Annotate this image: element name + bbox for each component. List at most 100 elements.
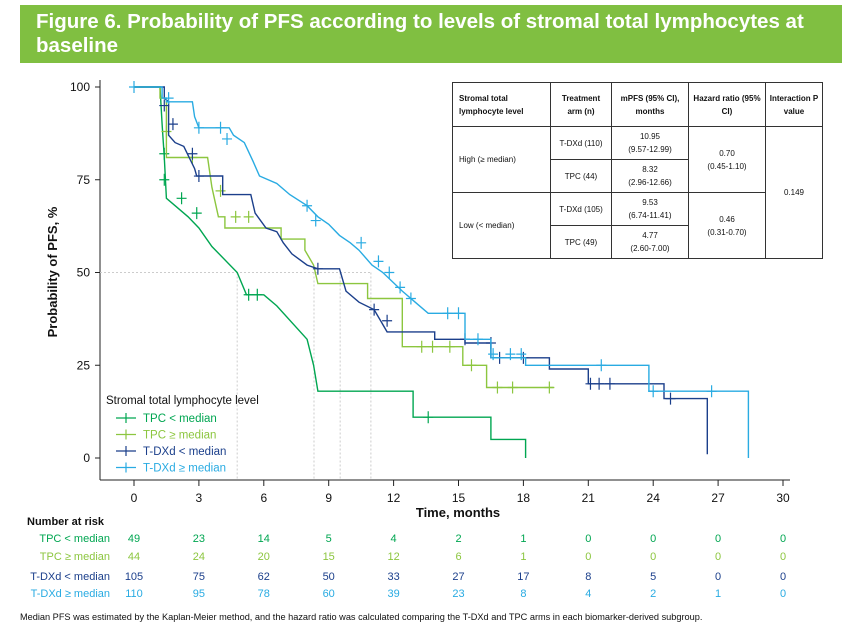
legend-label: T-DXd < median (143, 446, 226, 458)
censor-mark (230, 210, 241, 223)
risk-value: 0 (650, 533, 657, 545)
censor-mark (444, 340, 455, 353)
risk-value: 4 (585, 588, 592, 600)
series-0 (134, 86, 527, 458)
y-tick-label: 50 (77, 266, 91, 280)
censor-mark (159, 173, 170, 186)
km-curve (134, 86, 750, 458)
censor-mark (243, 288, 254, 301)
risk-row-label: TPC < median (39, 533, 110, 545)
risk-row-label: T-DXd ≥ median (30, 588, 110, 600)
censor-mark (167, 118, 178, 131)
th-arm: Treatment arm (n) (550, 82, 612, 127)
x-tick-label: 12 (387, 491, 401, 505)
x-tick-label: 9 (325, 491, 332, 505)
censor-mark (648, 385, 659, 398)
risk-value: 1 (520, 551, 527, 563)
figure-title: Figure 6. Probability of PFS according t… (36, 10, 804, 57)
censor-mark (395, 281, 406, 294)
arm: T-DXd (110) (550, 126, 612, 160)
censor-mark (604, 377, 615, 390)
risk-value: 1 (715, 588, 722, 600)
risk-value: 50 (322, 571, 335, 583)
risk-value: 0 (779, 551, 787, 563)
x-tick-label: 18 (517, 491, 531, 505)
censor-mark (252, 288, 263, 301)
y-tick-label: 100 (70, 80, 90, 94)
risk-value: 39 (387, 588, 400, 600)
arm: TPC (44) (550, 159, 612, 193)
x-tick-label: 21 (582, 491, 596, 505)
level-low: Low (< median) (452, 192, 551, 259)
y-tick-label: 0 (83, 451, 90, 465)
risk-value: 14 (257, 533, 270, 545)
censor-mark (312, 262, 323, 275)
interaction-p: 0.149 (765, 126, 823, 259)
censor-mark (310, 214, 321, 227)
km-curve (134, 86, 554, 389)
censor-mark (243, 210, 254, 223)
risk-value: 78 (257, 588, 270, 600)
risk-value: 60 (322, 588, 335, 600)
y-axis-label: Probability of PFS, % (45, 206, 60, 337)
risk-value: 24 (192, 551, 206, 563)
y-tick-label: 75 (77, 173, 91, 187)
risk-value: 44 (127, 551, 141, 563)
legend-title: Stromal total lymphocyte level (106, 395, 259, 407)
risk-value: 15 (322, 551, 335, 563)
risk-title: Number at risk (27, 516, 105, 528)
legend-label: TPC < median (143, 413, 217, 425)
risk-value: 27 (452, 571, 465, 583)
risk-value: 20 (257, 551, 270, 563)
censor-mark (159, 99, 170, 112)
censor-mark (405, 292, 416, 305)
x-tick-label: 27 (711, 491, 725, 505)
risk-value: 6 (455, 551, 462, 563)
risk-value: 2 (650, 588, 657, 600)
x-tick-label: 15 (452, 491, 466, 505)
risk-value: 5 (325, 533, 332, 545)
censor-mark (596, 359, 607, 372)
censor-mark (472, 333, 483, 346)
hazard-ratio: 0.70 (0.45-1.10) (688, 126, 766, 193)
risk-value: 0 (715, 571, 722, 583)
censor-mark (442, 307, 453, 320)
censor-mark (193, 121, 204, 134)
risk-value: 12 (387, 551, 400, 563)
risk-value: 62 (257, 571, 270, 583)
th-p: Interaction P value (765, 82, 823, 127)
title-bar: Figure 6. Probability of PFS according t… (20, 5, 842, 63)
legend-marker (116, 413, 136, 423)
legend-marker (116, 446, 136, 456)
risk-value: 23 (192, 533, 206, 545)
censor-mark (193, 170, 204, 183)
censor-mark (507, 381, 518, 394)
x-tick-label: 3 (196, 491, 203, 505)
series-1 (134, 86, 555, 394)
legend-label: T-DXd ≥ median (143, 463, 226, 475)
risk-value: 17 (517, 571, 530, 583)
censor-mark (191, 207, 202, 220)
censor-mark (492, 381, 503, 394)
legend-marker (116, 429, 136, 440)
censor-mark (382, 314, 393, 327)
level-high: High (≥ median) (452, 126, 551, 193)
risk-value: 23 (452, 588, 465, 600)
legend-label: TPC ≥ median (143, 430, 216, 442)
censor-mark (516, 348, 527, 361)
risk-value: 8 (520, 588, 527, 600)
censor-mark (544, 381, 555, 394)
censor-mark (222, 132, 233, 145)
censor-mark (505, 348, 516, 361)
censor-mark (159, 147, 170, 160)
risk-value: 2 (455, 533, 462, 545)
th-hr: Hazard ratio (95% CI) (688, 82, 766, 127)
x-tick-label: 6 (260, 491, 267, 505)
y-tick-label: 25 (77, 358, 91, 372)
mpfs: 10.95 (9.57-12.99) (611, 126, 689, 160)
censor-mark (129, 81, 139, 93)
censor-mark (453, 307, 464, 320)
th-level: Stromal total lymphocyte level (452, 82, 551, 127)
risk-value: 0 (650, 551, 657, 563)
